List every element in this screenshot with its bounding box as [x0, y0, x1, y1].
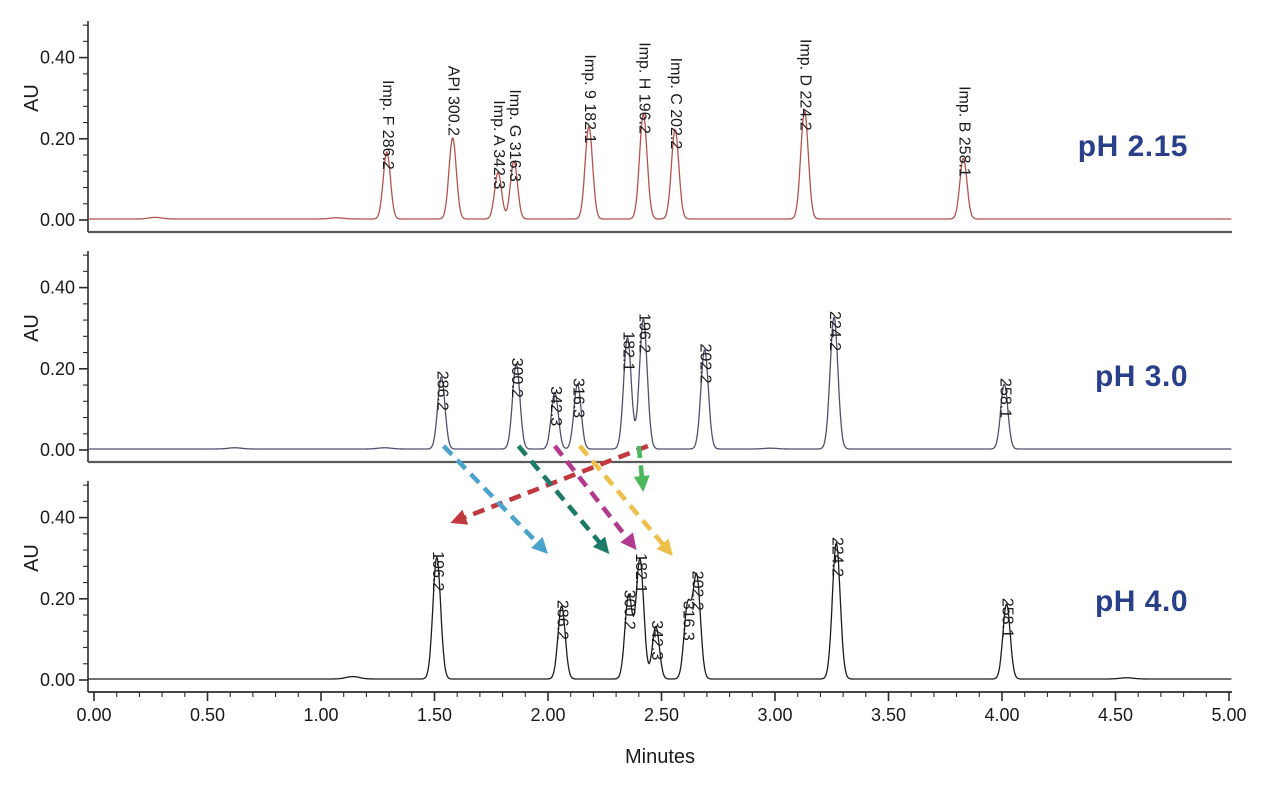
peak-label-182.1: 182.1	[632, 553, 649, 593]
panel-label-ph-215: pH 2.15	[1077, 130, 1188, 163]
migration-arrowhead-196.2	[450, 509, 469, 525]
x-tick-label: 3.50	[871, 705, 906, 725]
peak-label-286.2: Imp. F 286.2	[379, 80, 396, 170]
peak-label-258.1: Imp. B 258.1	[955, 86, 972, 177]
peak-label-286.2: 286.2	[433, 371, 450, 411]
y-axis-title-middle: AU	[21, 314, 43, 342]
peak-label-182.1: Imp. 9 182.1	[581, 54, 598, 143]
migration-arrow-196.2	[461, 443, 649, 521]
y-tick-label: 0.40	[40, 508, 75, 528]
y-tick-label: 0.00	[40, 440, 75, 460]
migration-arrowhead-316.3	[656, 538, 673, 556]
x-tick-label: 3.00	[757, 705, 792, 725]
migration-arrow-316.3	[578, 444, 667, 548]
peak-label-300.2: 300.2	[508, 358, 525, 398]
x-tick-label: 1.50	[417, 705, 452, 725]
peak-label-224.2: 224.2	[828, 537, 845, 577]
y-tick-label: 0.20	[40, 589, 75, 609]
peak-label-342.3: 342.3	[648, 620, 665, 660]
x-tick-label: 0.00	[76, 705, 111, 725]
peak-label-224.2: Imp. D 224.2	[797, 39, 814, 131]
peak-label-196.2: Imp. H 196.2	[635, 42, 652, 134]
migration-arrowhead-342.3	[620, 532, 637, 550]
peak-label-300.2: API 300.2	[445, 66, 462, 136]
peak-label-286.2: 286.2	[554, 600, 571, 640]
y-tick-label: 0.00	[40, 210, 75, 230]
x-tick-label: 0.50	[190, 705, 225, 725]
peak-label-342.3: Imp. A 342.3	[490, 100, 507, 189]
y-tick-label: 0.40	[40, 278, 75, 298]
peak-label-342.3: 342.3	[547, 386, 564, 426]
y-axis-title-top: AU	[21, 84, 43, 112]
peak-label-196.2: 196.2	[635, 313, 652, 353]
peak-label-258.1: 258.1	[999, 598, 1016, 638]
migration-arrow-342.3	[553, 444, 631, 542]
x-tick-label: 2.00	[530, 705, 565, 725]
trace-ph40	[88, 541, 1232, 680]
x-tick-label: 1.00	[303, 705, 338, 725]
x-tick-label: 4.00	[984, 705, 1019, 725]
panel-label-ph-40: pH 4.0	[1094, 585, 1188, 618]
migration-arrow-286.2	[441, 444, 541, 547]
x-tick-label: 5.00	[1211, 705, 1246, 725]
trace-ph215	[88, 109, 1232, 220]
peak-label-224.2: 224.2	[826, 311, 843, 351]
x-tick-label: 2.50	[644, 705, 679, 725]
peak-label-316.3: 316.3	[570, 378, 587, 418]
migration-arrow-182.1	[636, 445, 645, 480]
migration-arrowhead-300.2	[592, 536, 610, 554]
peak-label-316.3: Imp. G 316.3	[506, 89, 523, 182]
peak-label-196.2: 196.2	[429, 551, 446, 591]
migration-arrowhead-286.2	[531, 536, 548, 554]
peak-label-258.1: 258.1	[996, 378, 1013, 418]
peak-label-202.2: Imp. C 202.2	[667, 58, 684, 150]
peak-label-300.2: 300.2	[621, 590, 638, 630]
peak-label-316.3: 316.3	[680, 601, 697, 641]
y-tick-label: 0.20	[40, 129, 75, 149]
panel-label-ph-30: pH 3.0	[1094, 360, 1188, 393]
y-tick-label: 0.40	[40, 48, 75, 68]
migration-arrowhead-182.1	[633, 475, 650, 492]
y-tick-label: 0.00	[40, 670, 75, 690]
trace-ph30	[88, 316, 1232, 450]
migration-arrow-300.2	[516, 444, 603, 546]
x-axis-title: Minutes	[624, 746, 696, 768]
x-tick-label: 4.50	[1098, 705, 1133, 725]
y-tick-label: 0.20	[40, 359, 75, 379]
peak-label-182.1: 182.1	[619, 331, 636, 371]
y-axis-title-bottom: AU	[21, 544, 43, 572]
peak-label-202.2: 202.2	[689, 571, 706, 611]
peak-label-202.2: 202.2	[697, 344, 714, 384]
